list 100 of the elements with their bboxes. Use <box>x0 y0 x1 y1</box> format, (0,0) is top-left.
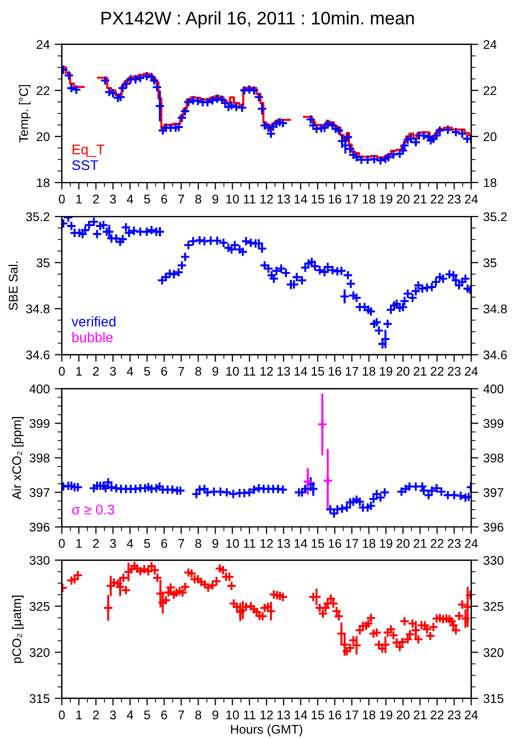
x-tick-label: 22 <box>430 194 444 204</box>
x-tick-label: 10 <box>226 366 239 376</box>
x-tick-label: 21 <box>414 194 426 204</box>
x-tick-label: 8 <box>195 539 202 548</box>
x-tick-label: 17 <box>346 366 358 376</box>
x-tick-label: 10 <box>226 710 239 720</box>
x-tick-label: 9 <box>212 194 218 204</box>
y-tick-label: 34.8 <box>26 304 50 314</box>
x-tick-label: 24 <box>464 539 478 548</box>
x-tick-label: 20 <box>396 539 410 548</box>
x-tick-label: 18 <box>362 366 376 376</box>
y-tick-label: 320 <box>30 648 50 657</box>
x-tick-label: 21 <box>414 539 426 548</box>
y2-tick-label: 34.8 <box>484 304 507 314</box>
y-tick-label: 315 <box>30 694 50 704</box>
x-tick-label: 7 <box>178 194 184 204</box>
x-tick-label: 14 <box>294 194 308 204</box>
x-tick-label: 0 <box>58 366 65 376</box>
x-tick-label: 12 <box>260 366 273 376</box>
text: verified <box>72 316 116 327</box>
x-tick-label: 23 <box>448 194 461 204</box>
y2-tick-label: 35.2 <box>484 212 507 222</box>
y-tick-label: 399 <box>30 419 50 428</box>
x-tick-label: 16 <box>328 366 342 376</box>
x-tick-label: 20 <box>396 366 410 376</box>
x-tick-label: 15 <box>312 366 324 376</box>
y-tick-label: 398 <box>30 454 50 462</box>
y2-tick-label: 396 <box>484 522 504 532</box>
x-tick-label: 16 <box>328 539 342 548</box>
x-tick-label: 4 <box>126 366 134 376</box>
x-tick-label: 7 <box>178 539 184 548</box>
x-tick-label: 10 <box>226 194 239 204</box>
x-tick-label: 18 <box>362 539 376 548</box>
x-tick-label: 20 <box>396 194 410 204</box>
x-axis-title: Hours (GMT) <box>231 724 302 736</box>
x-tick-label: 5 <box>144 366 150 376</box>
x-tick-label: 15 <box>312 710 324 720</box>
y-tick-label: 35.2 <box>26 212 50 222</box>
x-tick-label: 12 <box>260 710 273 720</box>
x-tick-label: 6 <box>161 710 168 720</box>
x-tick-label: 9 <box>212 539 218 548</box>
x-tick-label: 16 <box>328 710 342 720</box>
y2-tick-label: 398 <box>484 454 504 462</box>
y2-tick-label: 397 <box>484 488 504 498</box>
x-tick-label: 21 <box>414 710 426 720</box>
x-tick-label: 8 <box>195 710 202 720</box>
x-tick-label: 22 <box>430 539 444 548</box>
x-tick-label: 5 <box>144 710 150 720</box>
y2-tick-label: 24 <box>484 40 497 49</box>
x-tick-label: 1 <box>76 710 82 720</box>
x-tick-label: 23 <box>448 366 461 376</box>
x-tick-label: 19 <box>380 539 392 548</box>
x-tick-label: 19 <box>380 194 392 204</box>
x-tick-label: 2 <box>93 366 99 376</box>
x-tick-label: 22 <box>430 710 444 720</box>
x-tick-label: 3 <box>110 194 116 204</box>
x-tick-label: 20 <box>396 710 410 720</box>
x-tick-label: 1 <box>76 539 82 548</box>
x-tick-label: 4 <box>126 194 134 204</box>
x-tick-label: 14 <box>294 710 308 720</box>
x-tick-label: 5 <box>144 539 150 548</box>
x-tick-label: 16 <box>328 194 342 204</box>
y-tick-label: 24 <box>36 40 50 49</box>
x-tick-label: 1 <box>76 366 82 376</box>
x-tick-label: 13 <box>278 194 290 204</box>
x-tick-label: 2 <box>93 194 99 204</box>
x-tick-label: 12 <box>260 194 273 204</box>
y2-tick-label: 315 <box>484 694 504 704</box>
y2-tick-label: 325 <box>484 602 504 611</box>
x-tick-label: 17 <box>346 710 358 720</box>
y-axis-title: Air xCO₂ [ppm] <box>12 417 24 500</box>
x-tick-label: 23 <box>448 539 461 548</box>
x-tick-label: 24 <box>464 366 478 376</box>
x-tick-label: 12 <box>260 539 273 548</box>
y2-tick-label: 35 <box>484 258 496 268</box>
y2-tick-label: 18 <box>484 178 496 188</box>
x-tick-label: 11 <box>244 194 256 204</box>
x-tick-label: 8 <box>195 366 202 376</box>
x-tick-label: 6 <box>161 539 168 548</box>
x-tick-label: 24 <box>464 710 478 720</box>
y-tick-label: 397 <box>30 488 50 498</box>
x-tick-label: 0 <box>58 710 65 720</box>
x-tick-label: 10 <box>226 539 239 548</box>
x-tick-label: 15 <box>312 194 324 204</box>
y-tick-label: 22 <box>36 86 50 95</box>
y2-tick-label: 399 <box>484 419 504 428</box>
y-axis-title: SBE Sal. <box>8 262 18 310</box>
text: SST <box>72 160 98 170</box>
x-tick-label: 24 <box>464 194 478 204</box>
y-tick-label: 400 <box>29 384 50 394</box>
x-tick-label: 4 <box>126 539 134 548</box>
y-tick-label: 330 <box>30 556 50 565</box>
x-tick-label: 11 <box>244 710 256 720</box>
x-tick-label: 14 <box>294 539 308 548</box>
x-tick-label: 15 <box>312 539 324 548</box>
x-tick-label: 0 <box>58 539 65 548</box>
text: σ ≥ 0.3 <box>72 504 114 514</box>
y-tick-label: 34.6 <box>26 350 50 360</box>
x-tick-label: 17 <box>346 539 358 548</box>
x-tick-label: 2 <box>93 539 99 548</box>
